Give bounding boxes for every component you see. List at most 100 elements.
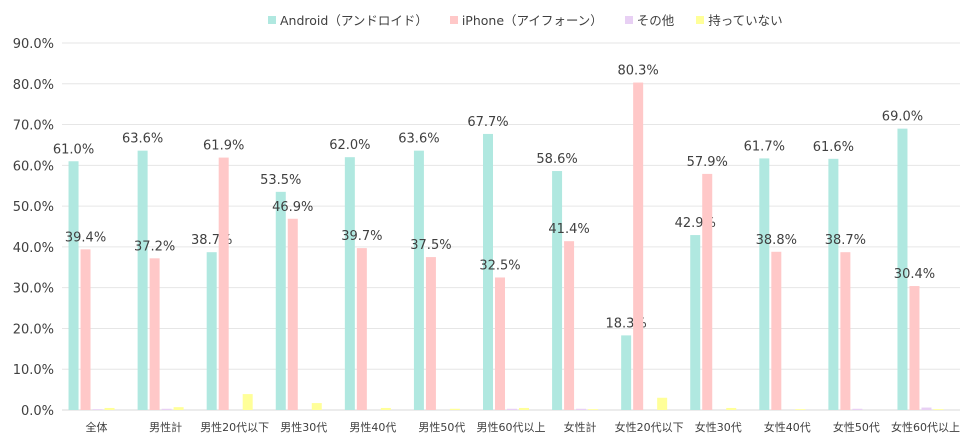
y-tick-label: 30.0% <box>13 282 54 297</box>
data-label: 46.9% <box>272 200 313 215</box>
data-label: 80.3% <box>617 64 658 79</box>
x-tick-label: 男性60代以上 <box>477 420 546 434</box>
bar <box>840 252 851 410</box>
bar <box>690 235 701 410</box>
bar <box>621 335 632 410</box>
x-tick-label: 女性計 <box>564 420 597 434</box>
data-label: 63.6% <box>398 132 439 147</box>
x-tick-label: 女性60代以上 <box>891 420 960 434</box>
bar <box>633 82 644 410</box>
data-label: 61.7% <box>744 139 785 154</box>
bar <box>552 171 563 410</box>
bar <box>897 128 908 410</box>
bar <box>495 277 505 410</box>
bar <box>828 158 839 410</box>
data-label: 61.6% <box>813 140 854 155</box>
data-label: 38.8% <box>756 233 797 248</box>
bar <box>149 258 160 410</box>
y-tick-label: 70.0% <box>13 119 54 134</box>
data-label: 63.6% <box>122 132 163 147</box>
y-tick-label: 0.0% <box>21 404 54 419</box>
bar <box>425 257 436 410</box>
data-label: 58.6% <box>536 152 577 167</box>
bar <box>242 394 253 410</box>
data-label: 61.9% <box>203 139 244 154</box>
bar <box>275 191 286 410</box>
y-tick-label: 60.0% <box>13 159 54 174</box>
legend-swatch <box>449 15 458 24</box>
y-tick-label: 90.0% <box>13 37 54 52</box>
bar <box>413 150 424 411</box>
legend-item: その他 <box>624 10 675 29</box>
data-label: 41.4% <box>548 222 589 237</box>
bar <box>218 157 229 410</box>
legend-swatch <box>268 15 276 24</box>
data-label: 32.5% <box>479 258 520 273</box>
legend-label: Android（アンドロイド） <box>280 13 428 28</box>
bar <box>161 408 172 410</box>
x-tick-label: 全体 <box>86 420 108 434</box>
bar <box>344 157 355 410</box>
bar <box>726 407 737 410</box>
bar <box>380 407 391 410</box>
x-tick-label: 女性20代以下 <box>615 420 684 434</box>
bar <box>852 408 863 410</box>
bar <box>657 397 668 410</box>
legend-item: Android（アンドロイド） <box>268 10 428 29</box>
bar <box>68 161 79 410</box>
y-tick-label: 40.0% <box>13 241 54 256</box>
bar <box>507 408 517 410</box>
bar <box>356 248 367 410</box>
y-tick-label: 20.0% <box>13 322 54 337</box>
bar <box>311 403 322 410</box>
bar <box>449 408 460 410</box>
bar <box>795 409 806 410</box>
bar <box>576 408 587 410</box>
bar <box>104 407 115 410</box>
bar <box>759 158 770 410</box>
x-tick-label: 女性30代 <box>695 420 742 434</box>
bar <box>933 409 944 410</box>
data-label: 30.4% <box>894 267 935 282</box>
bar <box>92 409 103 410</box>
data-label: 69.0% <box>882 110 923 125</box>
data-label: 39.4% <box>65 230 106 245</box>
bar <box>564 241 575 410</box>
x-tick-label: 女性40代 <box>764 420 811 434</box>
bar <box>287 218 298 410</box>
bar <box>137 150 148 411</box>
x-tick-label: 男性計 <box>149 420 182 434</box>
legend-label: その他 <box>636 13 675 28</box>
bar <box>483 133 493 410</box>
data-label: 67.7% <box>467 115 508 130</box>
chart-legend: Android（アンドロイド） iPhone（アイフォーン） その他 持っていない <box>268 10 783 29</box>
x-tick-label: 男性50代 <box>418 420 465 434</box>
x-tick-label: 男性40代 <box>349 420 396 434</box>
y-tick-label: 50.0% <box>13 200 54 215</box>
bar <box>519 407 529 410</box>
legend-swatch <box>696 15 705 24</box>
data-label: 39.7% <box>341 229 382 244</box>
data-label: 37.5% <box>410 238 451 253</box>
legend-label: iPhone（アイフォーン） <box>461 13 603 28</box>
data-label: 38.7% <box>825 233 866 248</box>
data-label: 37.2% <box>134 239 175 254</box>
y-tick-label: 80.0% <box>13 78 54 93</box>
x-tick-label: 男性30代 <box>280 420 327 434</box>
bar <box>771 251 782 410</box>
bar <box>702 173 713 410</box>
bar <box>80 249 91 410</box>
data-label: 62.0% <box>329 138 370 153</box>
data-label: 53.5% <box>260 173 301 188</box>
x-tick-label: 男性20代以下 <box>200 420 269 434</box>
data-label: 61.0% <box>53 142 94 157</box>
legend-swatch <box>624 15 633 24</box>
bar <box>588 409 599 410</box>
data-label: 57.9% <box>687 155 728 170</box>
x-tick-label: 女性50代 <box>833 420 880 434</box>
y-tick-label: 10.0% <box>13 363 54 378</box>
legend-label: 持っていない <box>708 13 783 28</box>
bar <box>173 407 184 410</box>
bar <box>921 407 932 410</box>
